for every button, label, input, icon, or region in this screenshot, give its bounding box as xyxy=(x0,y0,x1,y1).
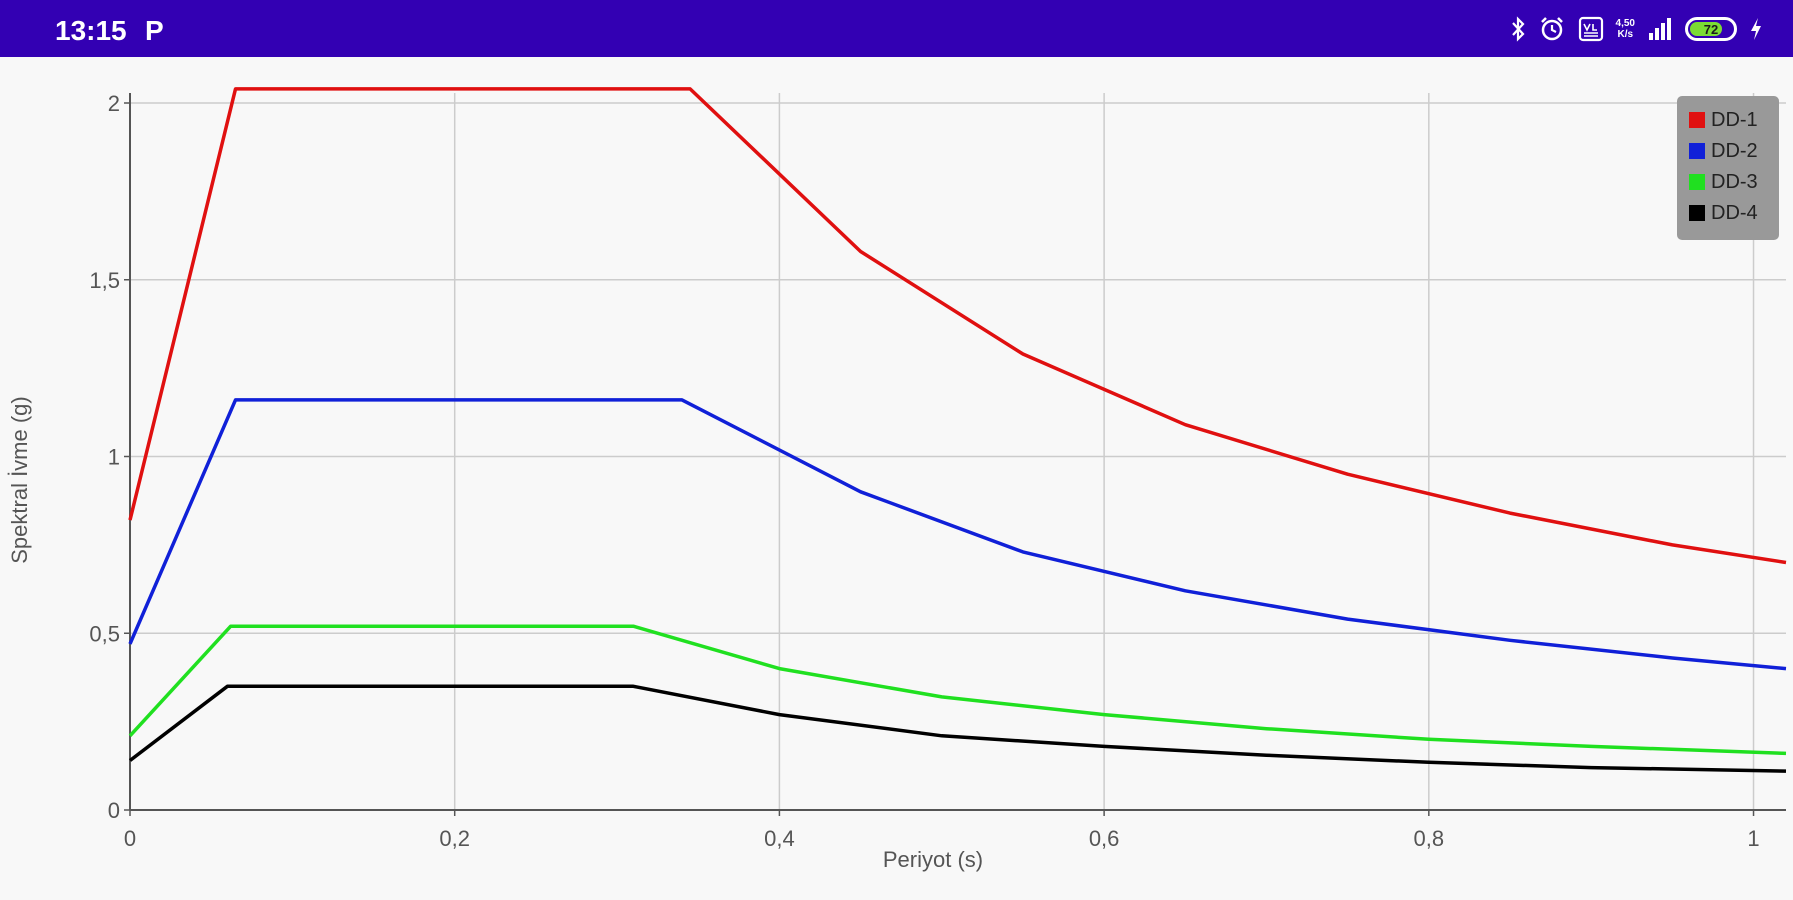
battery-level: 72 xyxy=(1703,21,1719,37)
legend-item-dd2: DD-2 xyxy=(1689,137,1758,165)
series-line-dd-1 xyxy=(128,87,1787,565)
alarm-icon xyxy=(1540,17,1563,41)
app-indicator-icon: P xyxy=(145,15,164,46)
legend-swatch-dd1 xyxy=(1689,112,1705,128)
legend-swatch-dd2 xyxy=(1689,143,1705,159)
y-axis-title: Spektral İvme (g) xyxy=(7,396,32,564)
legend-item-dd1: DD-1 xyxy=(1689,106,1758,134)
x-tick-label: 0,8 xyxy=(1414,826,1445,851)
chart-area: 0 0,2 0,4 0,6 0,8 1 0 0,5 1 1,5 2 Periyot (s) Spektr… xyxy=(0,57,1793,900)
x-tick-label: 0,6 xyxy=(1089,826,1120,851)
axes-layer xyxy=(124,93,1786,816)
legend-label-dd2: DD-2 xyxy=(1711,139,1758,162)
x-tick-label: 0 xyxy=(124,826,136,851)
legend-swatch-dd4 xyxy=(1689,205,1705,221)
signal-icon xyxy=(1649,18,1671,40)
x-tick-label: 0,2 xyxy=(439,826,470,851)
status-icons: 4,50 K/s 72 xyxy=(1510,12,1763,46)
charging-icon xyxy=(1751,18,1761,40)
y-tick-label: 0 xyxy=(108,798,120,823)
network-speed: 4,50 K/s xyxy=(1615,18,1635,40)
series-line-dd-2 xyxy=(128,398,1787,671)
legend-item-dd4: DD-4 xyxy=(1689,199,1758,227)
legend-swatch-dd3 xyxy=(1689,174,1705,190)
status-bar: 13:15 P 4,50 K/s 72 xyxy=(0,0,1793,57)
y-tick-label: 1,5 xyxy=(89,268,120,293)
chart-legend: DD-1 DD-2 DD-3 DD-4 xyxy=(1677,96,1779,240)
legend-label-dd1: DD-1 xyxy=(1711,108,1758,131)
legend-label-dd3: DD-3 xyxy=(1711,170,1758,193)
x-tick-label: 1 xyxy=(1747,826,1759,851)
volte-icon xyxy=(1578,16,1603,42)
status-time: 13:15 xyxy=(55,15,127,46)
label-layer: 0 0,2 0,4 0,6 0,8 1 0 0,5 1 1,5 2 Periyot (s) Spektr… xyxy=(7,91,1760,872)
legend-item-dd3: DD-3 xyxy=(1689,168,1758,196)
grid-layer xyxy=(130,93,1786,810)
battery-icon: 72 xyxy=(1685,17,1737,41)
series-line-dd-3 xyxy=(128,624,1787,756)
series-layer xyxy=(128,87,1787,773)
x-tick-label: 0,4 xyxy=(764,826,795,851)
y-tick-label: 0,5 xyxy=(89,621,120,646)
series-line-dd-4 xyxy=(128,684,1787,773)
spectrum-chart: 0 0,2 0,4 0,6 0,8 1 0 0,5 1 1,5 2 Periyot (s) Spektr… xyxy=(7,87,1787,872)
y-tick-label: 2 xyxy=(108,91,120,116)
legend-label-dd4: DD-4 xyxy=(1711,201,1758,224)
x-axis-title: Periyot (s) xyxy=(883,847,983,872)
bluetooth-icon xyxy=(1511,16,1525,42)
y-tick-label: 1 xyxy=(108,445,120,470)
